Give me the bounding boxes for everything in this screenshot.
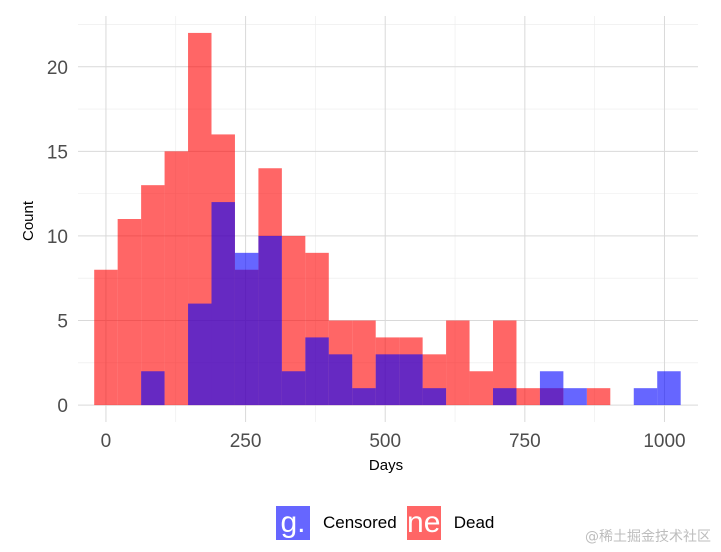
bar-dead: [493, 320, 517, 406]
bar-dead: [281, 235, 306, 406]
histogram-bars: [94, 32, 681, 406]
bar-dead: [469, 371, 494, 406]
y-tick-label: 20: [47, 58, 68, 79]
bar-censored: [657, 371, 681, 406]
bar-censored: [234, 252, 259, 406]
legend-item-dead: ne Dead: [406, 506, 495, 540]
y-tick-label: 15: [47, 142, 68, 163]
legend-label-censored: Censored: [323, 513, 397, 532]
bar-censored: [141, 371, 165, 406]
bar-censored: [305, 337, 329, 406]
x-tick-label: 500: [369, 431, 401, 452]
x-tick-label: 250: [230, 431, 262, 452]
legend-label-dead: Dead: [453, 513, 495, 532]
watermark: @稀土掘金技术社区: [585, 529, 711, 545]
legend-item-censored: g. Censored: [276, 506, 397, 540]
bar-dead: [352, 320, 376, 406]
x-tick-label: 1000: [643, 431, 685, 452]
x-axis-title: Days: [369, 457, 403, 474]
bar-censored: [539, 371, 564, 406]
bar-dead: [516, 388, 540, 406]
legend-key-censored: g.: [276, 506, 310, 540]
bar-censored: [563, 388, 587, 406]
bar-censored: [399, 354, 423, 406]
bar-dead: [164, 151, 189, 406]
x-tick-label: 0: [101, 431, 112, 452]
y-axis-title: Count: [20, 200, 37, 241]
y-tick-label: 5: [57, 312, 68, 333]
bar-censored: [352, 388, 376, 406]
legend: g. Censored ne Dead: [276, 506, 504, 540]
bar-censored: [258, 235, 282, 406]
y-tick-label: 0: [57, 396, 68, 417]
bar-censored: [281, 371, 306, 406]
bar-censored: [422, 388, 447, 406]
bar-censored: [211, 202, 235, 406]
bar-censored: [493, 388, 517, 406]
bar-censored: [633, 388, 658, 406]
x-tick-label: 750: [509, 431, 541, 452]
bar-dead: [94, 269, 118, 406]
bar-censored: [328, 354, 353, 406]
bar-dead: [141, 185, 165, 406]
tick-labels: 0 250 500 750 1000 0 5 10 15 20: [47, 58, 686, 452]
bar-dead: [446, 320, 470, 406]
y-tick-label: 10: [47, 227, 68, 248]
legend-key-dead: ne: [406, 506, 441, 540]
bar-dead: [117, 219, 142, 406]
bar-dead: [586, 388, 611, 406]
bar-censored: [375, 354, 400, 406]
bar-censored: [188, 303, 212, 406]
